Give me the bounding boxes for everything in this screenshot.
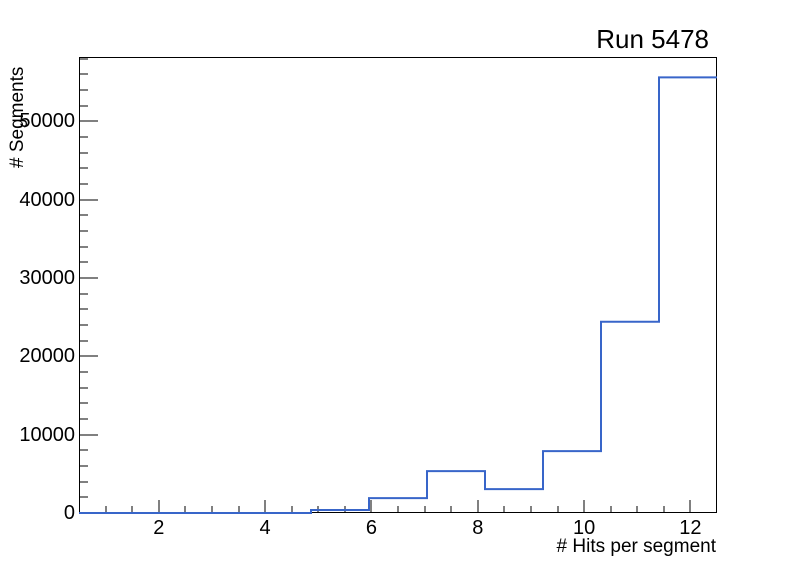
y-tick-label: 50000	[19, 110, 75, 133]
y-tick-label: 30000	[19, 266, 75, 289]
plot-frame	[79, 57, 717, 513]
x-tick-label: 10	[572, 517, 596, 539]
y-tick-label: 0	[63, 502, 75, 524]
histogram-step-line	[79, 76, 717, 514]
x-tick-label: 8	[472, 517, 484, 539]
x-tick-label: 12	[679, 517, 702, 539]
x-tick-label: 2	[153, 517, 165, 539]
x-axis-title: # Hits per segment	[556, 536, 716, 557]
axis-ticks	[80, 58, 691, 514]
x-tick-label: 6	[365, 517, 377, 539]
y-tick-label: 10000	[19, 423, 75, 446]
y-tick-label: 40000	[19, 188, 75, 211]
plot-title: Run 5478	[596, 24, 709, 54]
x-tick-label: 4	[259, 517, 271, 539]
y-tick-label: 20000	[19, 345, 75, 368]
